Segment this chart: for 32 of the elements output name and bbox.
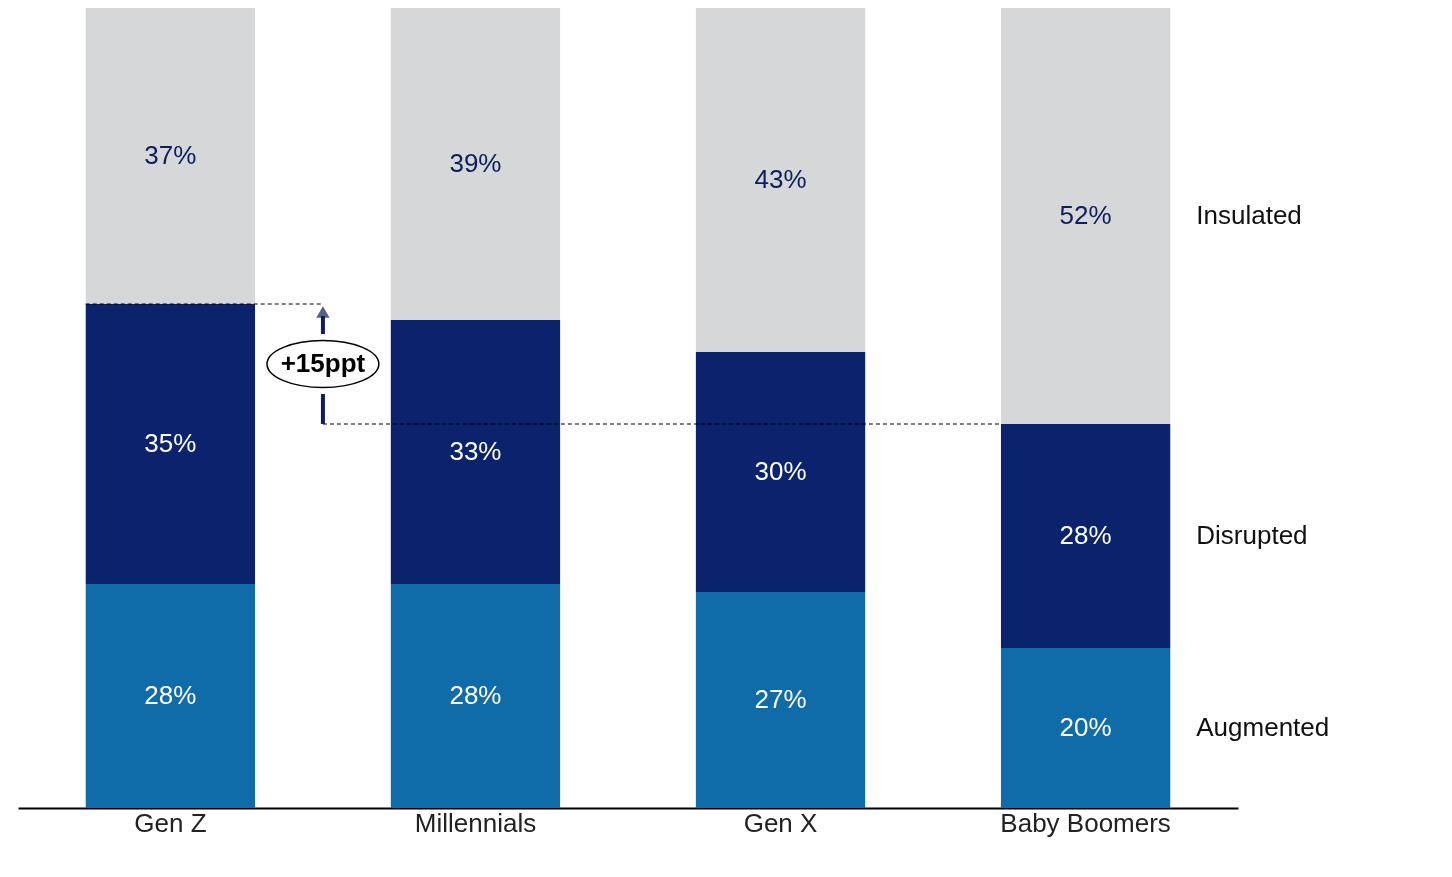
- annotation: +15ppt: [280, 348, 366, 378]
- bar: [695, 592, 866, 808]
- bar: [695, 8, 866, 352]
- bar: [390, 8, 561, 320]
- data-label: 37%: [144, 140, 197, 170]
- x-tick-label: Baby Boomers: [1000, 807, 1171, 838]
- data-label: 27%: [754, 684, 807, 714]
- data-label: 43%: [754, 164, 807, 194]
- data-label: 20%: [1059, 712, 1112, 742]
- data-label: 28%: [1059, 520, 1112, 550]
- bar: [1000, 648, 1171, 808]
- bar: [1000, 424, 1171, 648]
- data-label: 35%: [144, 428, 197, 458]
- bar: [85, 8, 256, 304]
- data-label: 33%: [449, 436, 502, 466]
- series-label: Disrupted: [1196, 520, 1308, 550]
- x-tick-label: Gen X: [743, 807, 818, 838]
- bar: [1000, 8, 1171, 424]
- data-label: 28%: [144, 680, 197, 710]
- bar: [85, 304, 256, 584]
- bar: [85, 584, 256, 808]
- data-label: 30%: [754, 456, 807, 486]
- bar: [390, 584, 561, 808]
- data-label: 39%: [449, 148, 502, 178]
- data-label: 28%: [449, 680, 502, 710]
- bar: [695, 352, 866, 592]
- x-tick-label: Gen Z: [134, 807, 207, 838]
- x-tick-label: Millennials: [414, 807, 537, 838]
- bar: [390, 320, 561, 584]
- data-label: 52%: [1059, 200, 1112, 230]
- series-label: Insulated: [1196, 200, 1302, 230]
- series-label: Augmented: [1196, 712, 1330, 742]
